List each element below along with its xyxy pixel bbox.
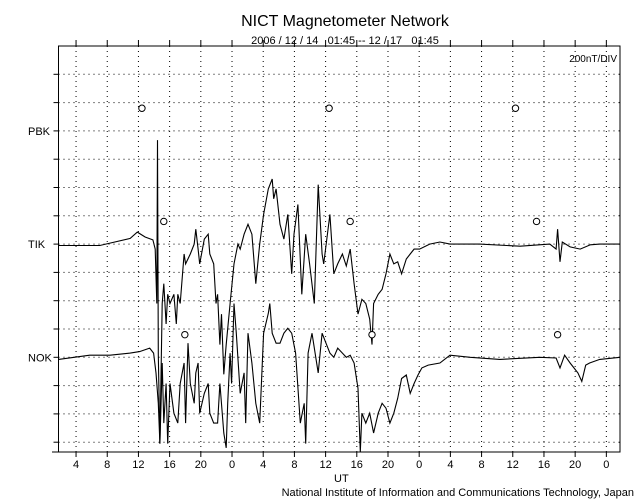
x-tick-label: 20 xyxy=(569,459,581,471)
marker-circle-pbk xyxy=(325,104,333,112)
grid xyxy=(58,46,620,452)
x-tick-label: 12 xyxy=(319,459,331,471)
x-tick-label: 0 xyxy=(416,459,422,471)
x-tick-label: 16 xyxy=(538,459,550,471)
marker-circle-pbk xyxy=(511,104,520,112)
trace-tik xyxy=(58,140,620,444)
station-labels: PBK TIK NOK xyxy=(28,126,53,364)
marker-circle-tik xyxy=(532,217,541,226)
station-label-nok: NOK xyxy=(28,352,53,364)
x-tick-label: 0 xyxy=(603,459,609,471)
x-tick-label: 0 xyxy=(229,459,235,471)
x-axis-label: UT xyxy=(334,473,349,485)
marker-circle-tik xyxy=(160,217,168,226)
chart-title: NICT Magnetometer Network xyxy=(241,13,450,30)
x-tick-label: 12 xyxy=(507,459,519,471)
x-tick-label: 8 xyxy=(104,459,110,471)
x-tick-label: 8 xyxy=(479,459,485,471)
x-tick-label: 20 xyxy=(195,459,207,471)
traces xyxy=(58,140,621,453)
marker-circle-nok xyxy=(368,330,376,339)
marker-circle-nok xyxy=(553,330,562,339)
scale-label: 200nT/DIV xyxy=(569,54,617,65)
x-tick-labels: 4 8 12 16 20 0 4 8 12 16 20 0 4 8 12 16 20 0 xyxy=(73,459,609,471)
chart-subtitle: 2006 / 12 / 14 01:45 -- 12 / 17 01:45 xyxy=(251,35,439,47)
x-tick-label: 8 xyxy=(291,459,297,471)
axes xyxy=(52,40,621,457)
local-time-markers xyxy=(138,104,562,339)
x-tick-label: 4 xyxy=(447,459,453,471)
x-tick-label: 12 xyxy=(132,459,144,471)
station-label-pbk: PBK xyxy=(28,126,51,138)
marker-circle-nok xyxy=(181,330,189,339)
x-tick-label: 20 xyxy=(382,459,394,471)
x-tick-label: 4 xyxy=(73,459,79,471)
footer-credit: National Institute of Information and Co… xyxy=(282,487,634,499)
trace-nok xyxy=(58,303,621,453)
x-tick-label: 16 xyxy=(164,459,176,471)
x-tick-label: 4 xyxy=(260,459,266,471)
station-label-tik: TIK xyxy=(28,239,46,251)
marker-circle-tik xyxy=(346,217,354,226)
marker-circle-pbk xyxy=(138,104,146,112)
x-tick-label: 16 xyxy=(351,459,363,471)
